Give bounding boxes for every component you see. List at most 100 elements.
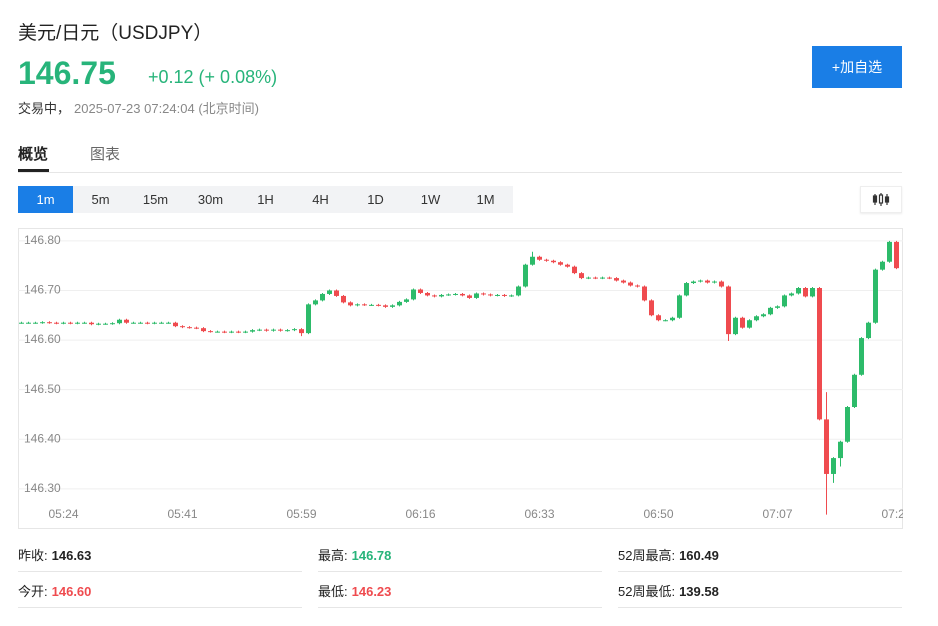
x-tick-label: 05:59 <box>286 507 316 521</box>
candle-body <box>229 331 234 333</box>
candle-body <box>460 293 465 296</box>
price-change: +0.12 (+ 0.08%) <box>148 67 278 87</box>
x-tick-label: 06:16 <box>405 507 435 521</box>
candle-body <box>621 280 626 283</box>
candle-body <box>789 293 794 296</box>
y-tick-label: 146.70 <box>24 283 61 297</box>
interval-button[interactable]: 15m <box>142 192 169 207</box>
candle-body <box>82 322 87 324</box>
candle-body <box>747 320 752 328</box>
candle-body <box>642 286 647 301</box>
stat: 52周最高: 160.49 <box>618 545 719 565</box>
candle-body <box>313 300 318 305</box>
candle-body <box>663 320 668 322</box>
candle-body <box>670 317 675 321</box>
chart-type-button[interactable] <box>860 186 902 213</box>
tab[interactable]: 概览 <box>18 146 49 163</box>
x-tick-label: 06:50 <box>643 507 673 521</box>
candle-body <box>278 329 283 331</box>
candle-body <box>306 304 311 334</box>
add-watchlist-button[interactable]: +加自选 <box>812 46 902 88</box>
y-tick-label: 146.60 <box>24 332 61 346</box>
stat: 最低: 146.23 <box>318 581 391 601</box>
title: 美元/日元（USDJPY） <box>18 23 213 44</box>
candle-body <box>523 264 528 287</box>
candle-body <box>166 322 171 324</box>
candle-body <box>194 327 199 329</box>
candle-body <box>54 322 59 324</box>
chart: 146.30 146.40 146.50 146.60 146.70 146.80 05:… <box>18 228 911 529</box>
candle-body <box>894 241 899 269</box>
candle-body <box>222 331 227 333</box>
candle-icon <box>872 193 890 206</box>
candle-body <box>831 458 836 474</box>
candle-body <box>614 278 619 281</box>
candle-body <box>124 319 129 323</box>
interval-button[interactable]: 1H <box>257 192 274 207</box>
candle-body <box>180 326 185 328</box>
stat-divider <box>18 571 302 572</box>
candle-body <box>810 288 815 297</box>
candle-body <box>292 329 297 331</box>
quote-time: 2025-07-23 07:24:04 (北京时间) <box>74 101 259 116</box>
candle-body <box>138 322 143 324</box>
candle-body <box>880 261 885 270</box>
candle-body <box>817 288 822 420</box>
candle-body <box>376 304 381 306</box>
x-tick-label: 05:24 <box>48 507 78 521</box>
candle-body <box>271 329 276 331</box>
interval-button[interactable]: 1D <box>367 192 384 207</box>
candle-body <box>775 306 780 308</box>
trading-status: 交易中， <box>18 101 71 116</box>
candle-body <box>369 304 374 306</box>
candle-body <box>740 317 745 328</box>
candle-body <box>411 289 416 300</box>
candle-body <box>243 331 248 333</box>
candle-body <box>418 289 423 293</box>
candle-body <box>502 294 507 296</box>
price: 146.75 <box>18 55 116 91</box>
candle-body <box>320 293 325 301</box>
candle-body <box>131 322 136 324</box>
interval-button[interactable]: 1M <box>476 192 495 207</box>
tab[interactable]: 图表 <box>90 146 121 163</box>
candle-body <box>551 260 556 263</box>
interval-button[interactable]: 4H <box>312 192 329 207</box>
interval-button[interactable]: 1m <box>18 186 73 213</box>
tab-underline <box>18 169 49 172</box>
candle-body <box>586 277 591 279</box>
candle-body <box>425 292 430 296</box>
candle-body <box>383 305 388 307</box>
candle-body <box>61 322 66 324</box>
candle-body <box>446 294 451 296</box>
candle-body <box>544 259 549 261</box>
stat-divider <box>18 607 302 608</box>
candle-body <box>537 256 542 260</box>
candle-body <box>768 307 773 315</box>
candle-body <box>159 322 164 324</box>
candle-body <box>649 300 654 316</box>
candle-body <box>432 295 437 297</box>
candle-body <box>334 290 339 296</box>
candle-body <box>656 315 661 321</box>
candle-body <box>250 330 255 332</box>
candle-body <box>572 266 577 274</box>
x-tick-label: 07:07 <box>762 507 792 521</box>
candle-body <box>565 264 570 267</box>
candle-body <box>257 329 262 331</box>
stat-label: 最高: <box>318 548 348 563</box>
stat-value: 146.60 <box>51 584 92 599</box>
interval-button[interactable]: 5m <box>91 192 110 207</box>
x-tick-label: 06:33 <box>524 507 554 521</box>
candle-body <box>453 293 458 295</box>
candle-body <box>558 262 563 265</box>
candle-body <box>866 322 871 339</box>
candle-body <box>117 319 122 324</box>
candle-body <box>705 280 710 283</box>
candle-body <box>852 374 857 408</box>
candle-body <box>152 322 157 324</box>
interval-button[interactable]: 30m <box>197 192 224 207</box>
x-tick-label: 07:24 <box>881 507 911 521</box>
interval-button[interactable]: 1W <box>420 192 441 207</box>
